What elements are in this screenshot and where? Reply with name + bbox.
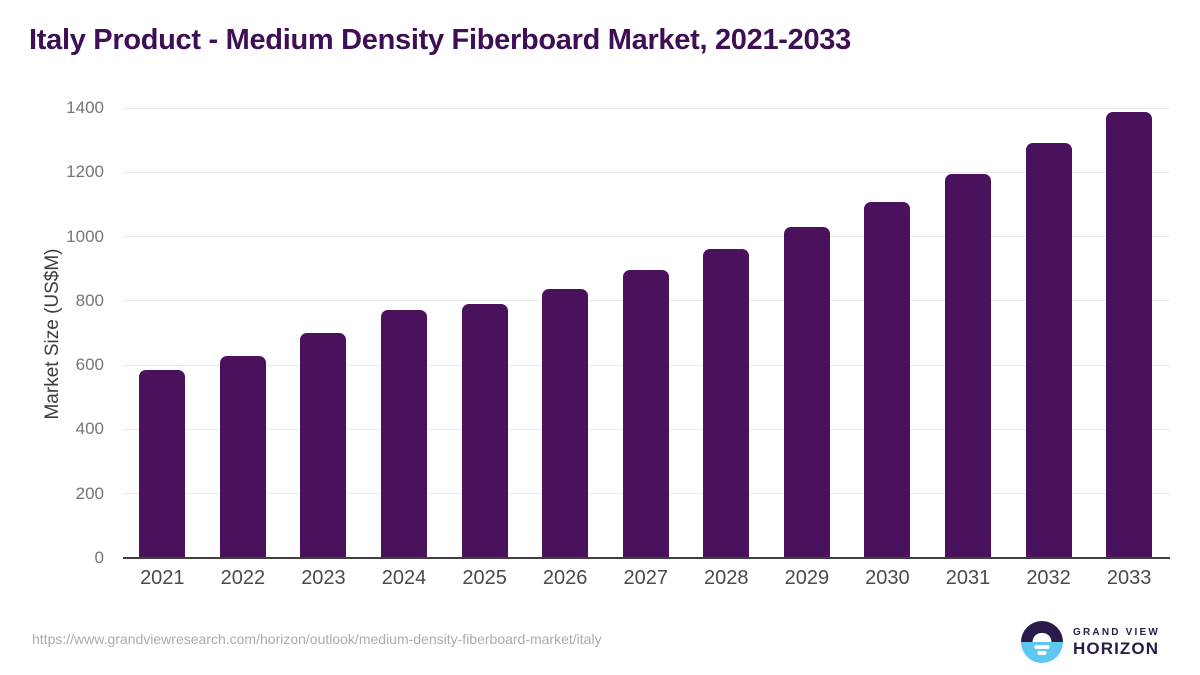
bar-2030: [864, 201, 911, 558]
y-tick-label-800: 800: [75, 290, 104, 310]
x-tick-label-2021: 2021: [140, 567, 185, 589]
logo-reflection-bar-2: [1037, 651, 1047, 655]
plot-area: [123, 107, 1170, 558]
y-tick-label-1400: 1400: [66, 98, 104, 117]
y-tick-label-1200: 1200: [66, 162, 104, 182]
bar-2028: [703, 249, 750, 558]
logo-sun-shape: [1032, 633, 1052, 642]
y-tick-label-1000: 1000: [66, 226, 104, 246]
x-tick-label-2028: 2028: [704, 567, 749, 589]
gridline-1200: [123, 171, 1170, 173]
bar-2026: [542, 288, 589, 558]
x-tick-label-2033: 2033: [1106, 567, 1152, 589]
chart-title: Italy Product - Medium Density Fiberboar…: [29, 24, 851, 56]
x-tick-label-2032: 2032: [1026, 567, 1071, 589]
bar-2021: [139, 370, 186, 558]
logo-text: GRAND VIEW HORIZON: [1073, 627, 1160, 658]
bar-2031: [945, 173, 991, 558]
logo-reflection-bar-1: [1034, 645, 1050, 649]
x-axis-labels: 2021 2022 2023 2024 2025 2026 2027 2028 2029 2030…: [123, 567, 1170, 593]
source-url: https://www.grandviewresearch.com/horizo…: [32, 631, 602, 647]
y-tick-label-400: 400: [75, 419, 104, 439]
x-tick-label-2027: 2027: [623, 567, 668, 589]
x-tick-label-2031: 2031: [945, 567, 991, 589]
bar-2032: [1025, 143, 1072, 558]
bar-2024: [381, 309, 427, 558]
logo-brand-line: GRAND VIEW: [1073, 626, 1160, 638]
x-tick-label-2026: 2026: [542, 567, 588, 589]
x-axis-line: [123, 557, 1170, 559]
gridline-1000: [123, 236, 1170, 238]
x-tick-label-2029: 2029: [784, 567, 830, 589]
y-axis-tick-labels: 0 200 400 600 800 1000 1200 1400: [0, 98, 104, 567]
gridline-1400: [123, 107, 1170, 109]
x-tick-label-2025: 2025: [462, 567, 507, 589]
y-tick-label-600: 600: [75, 355, 104, 375]
bar-2022: [219, 356, 266, 558]
bar-2025: [461, 304, 508, 558]
x-tick-label-2030: 2030: [865, 567, 910, 589]
bar-2033: [1106, 111, 1153, 558]
sunrise-horizon-icon: [1021, 621, 1063, 663]
bar-2029: [783, 226, 830, 558]
x-tick-label-2022: 2022: [220, 567, 266, 589]
x-tick-label-2024: 2024: [381, 567, 427, 589]
grand-view-horizon-logo: GRAND VIEW HORIZON: [1021, 621, 1160, 663]
logo-product-line: HORIZON: [1073, 638, 1160, 658]
bar-2027: [622, 270, 669, 558]
y-tick-label-200: 200: [75, 483, 104, 503]
x-tick-label-2023: 2023: [301, 567, 346, 589]
y-tick-label-0: 0: [94, 548, 104, 567]
bar-2023: [300, 333, 347, 558]
